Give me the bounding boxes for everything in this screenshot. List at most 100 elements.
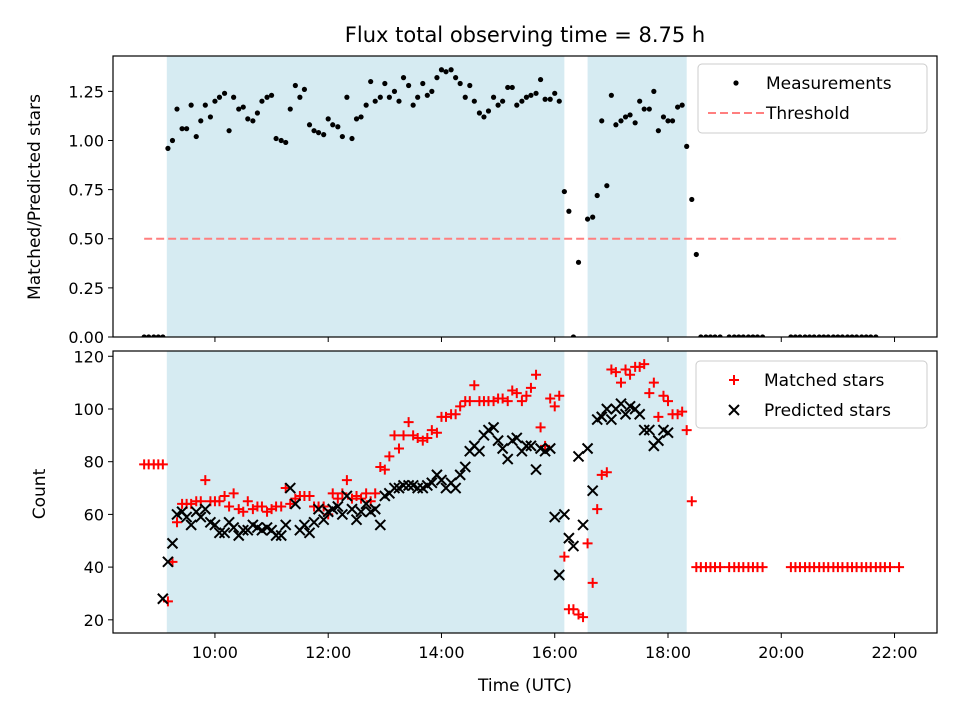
predicted-star-point xyxy=(298,519,311,531)
measurement-point xyxy=(169,137,176,144)
plot-area xyxy=(141,56,901,337)
measurement-point xyxy=(669,118,676,124)
measurement-point xyxy=(750,334,756,337)
measurement-point xyxy=(165,145,171,151)
measurement-point xyxy=(146,334,152,337)
matched-star-point xyxy=(426,425,437,436)
matched-star-point xyxy=(304,490,315,501)
predicted-star-point xyxy=(270,529,282,542)
measurement-point xyxy=(740,334,746,337)
bottom-y-axis-label: Count xyxy=(30,468,50,519)
matched-star-point xyxy=(757,562,768,573)
matched-star-point xyxy=(361,488,372,499)
measurement-point xyxy=(575,259,582,265)
matched-star-point xyxy=(516,396,527,407)
measurement-point xyxy=(353,116,360,122)
measurement-point xyxy=(141,334,147,337)
measurement-point xyxy=(202,102,208,108)
predicted-star-point xyxy=(581,442,594,455)
matched-star-point xyxy=(431,427,442,438)
predicted-star-point xyxy=(586,484,599,497)
measurement-point xyxy=(481,114,487,120)
matched-star-point xyxy=(545,393,556,404)
predicted-star-point xyxy=(563,532,575,544)
chart-title: Flux total observing time = 8.75 h xyxy=(345,23,705,47)
x-tick-label: 16:00 xyxy=(532,643,578,662)
measurement-point xyxy=(736,334,742,337)
measurement-point xyxy=(599,118,605,124)
matched-star-point xyxy=(285,498,296,509)
predicted-star-point xyxy=(303,527,316,539)
measurement-point xyxy=(792,334,799,337)
measurement-point xyxy=(377,94,383,100)
matched-star-point xyxy=(171,517,182,528)
x-tick-label: 20:00 xyxy=(758,643,804,662)
predicted-star-point xyxy=(275,529,287,542)
y-tick-label: 1.25 xyxy=(68,82,104,101)
predicted-star-point xyxy=(213,527,226,539)
measurement-point xyxy=(434,75,440,81)
measurement-point xyxy=(514,102,520,108)
measurement-point xyxy=(368,78,374,85)
x-tick-label: 18:00 xyxy=(645,643,691,662)
top-panel: 0.00 0.25 0.50 0.75 1.00 1.25 Measurements Thre… xyxy=(68,55,938,347)
x-tick-label: 14:00 xyxy=(418,643,464,662)
matched-star-point xyxy=(620,364,631,375)
plot-frame xyxy=(112,350,938,634)
measurement-point xyxy=(325,116,331,122)
predicted-star-point xyxy=(426,477,438,489)
measurement-point xyxy=(608,92,614,98)
matched-star-point xyxy=(469,380,480,391)
predicted-star-point xyxy=(487,421,500,434)
predicted-star-point xyxy=(355,506,367,518)
measurement-point xyxy=(505,84,511,91)
predicted-star-point xyxy=(369,503,381,515)
measurement-point xyxy=(254,110,261,116)
measurement-point xyxy=(250,118,256,124)
plot-frame xyxy=(112,55,938,338)
series-measurements xyxy=(141,67,879,337)
predicted-star-point xyxy=(619,408,632,420)
matched-star-point xyxy=(157,459,168,470)
measurement-point xyxy=(438,67,445,73)
predicted-star-point xyxy=(346,503,358,515)
measurement-point xyxy=(655,128,661,134)
legend-marker xyxy=(728,404,740,416)
predicted-star-point xyxy=(601,403,613,415)
matched-star-point xyxy=(686,496,697,507)
predicted-star-point xyxy=(605,413,618,426)
measurement-point xyxy=(160,334,166,337)
measurement-point xyxy=(853,334,860,337)
y-tick-label: 80 xyxy=(84,453,104,472)
measurement-point xyxy=(315,130,322,136)
predicted-star-point xyxy=(237,524,249,536)
measurement-point xyxy=(457,80,463,87)
measurement-point xyxy=(754,334,761,337)
x-tick-label: 10:00 xyxy=(192,643,238,662)
legend-marker xyxy=(729,375,739,385)
measurement-point xyxy=(745,334,752,337)
matched-star-point xyxy=(502,396,513,407)
predicted-star-point xyxy=(317,513,330,526)
measurement-point xyxy=(537,76,544,83)
measurement-point xyxy=(292,82,298,89)
predicted-star-point xyxy=(312,503,325,515)
x-axis-label: Time (UTC) xyxy=(477,676,572,696)
legend-label: Matched stars xyxy=(764,371,884,391)
matched-star-point xyxy=(601,467,612,478)
matched-star-point xyxy=(370,488,381,499)
series-matched-stars xyxy=(139,359,905,623)
measurement-point xyxy=(684,143,690,149)
matched-star-point xyxy=(549,401,560,412)
predicted-star-point xyxy=(180,511,193,523)
measurement-point xyxy=(467,82,473,89)
matched-star-point xyxy=(412,432,423,443)
predicted-star-point xyxy=(567,540,580,552)
predicted-star-point xyxy=(308,516,320,529)
measurement-point xyxy=(301,86,308,93)
matched-star-point xyxy=(384,451,395,462)
y-tick-label: 0.00 xyxy=(68,328,104,347)
matched-star-point xyxy=(276,501,287,512)
measurement-point xyxy=(221,90,228,96)
predicted-star-point xyxy=(572,450,585,463)
